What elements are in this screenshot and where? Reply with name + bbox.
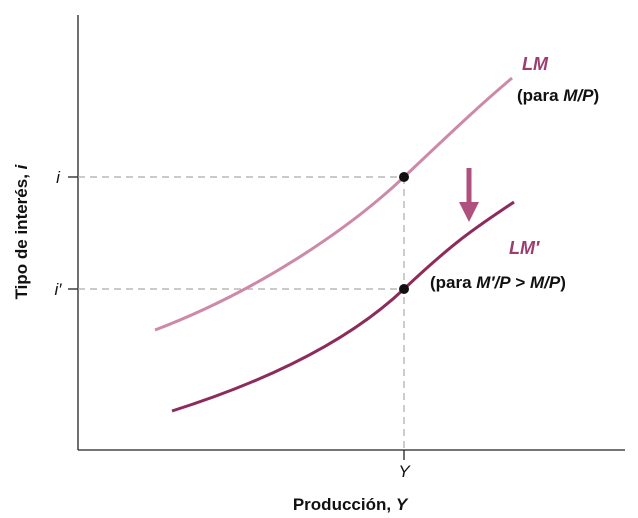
tick-label: i′	[55, 280, 63, 299]
curve-label: LM′	[509, 238, 540, 258]
equilibrium-point	[399, 172, 409, 182]
tick-label: i	[56, 168, 61, 187]
lm-prime-curve	[171, 200, 515, 413]
x-axis-label: Producción, Y	[293, 495, 409, 514]
tick-label: Y	[398, 462, 411, 481]
curve-note: (para M/P)	[517, 86, 599, 105]
curve-note: (para M′/P > M/P)	[430, 273, 566, 292]
equilibrium-point	[399, 284, 409, 294]
lm-curve	[154, 76, 513, 332]
y-axis-label: Tipo de interés, i	[12, 163, 31, 299]
curve-label: LM	[522, 54, 549, 74]
